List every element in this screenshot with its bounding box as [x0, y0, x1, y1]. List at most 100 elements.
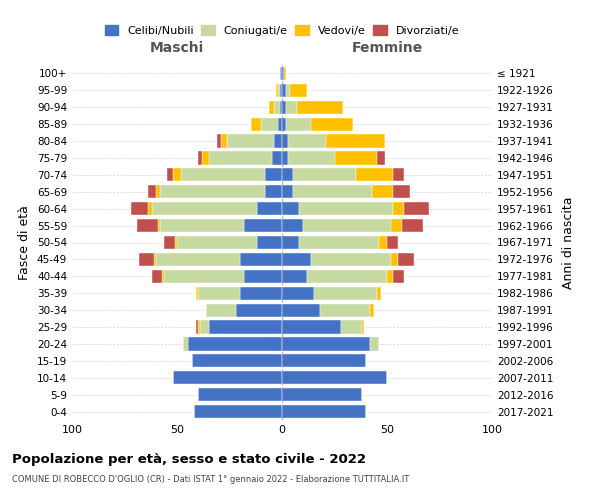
Bar [240, 286, 282, 300]
Bar [391, 219, 402, 232]
Y-axis label: Fasce di età: Fasce di età [19, 205, 31, 280]
Bar [377, 286, 381, 300]
Bar [286, 118, 311, 131]
Bar [163, 270, 164, 283]
Bar [282, 219, 303, 232]
Bar [289, 134, 326, 147]
Bar [244, 219, 282, 232]
Legend: Celibi/Nubili, Coniugati/e, Vedovi/e, Divorziati/e: Celibi/Nubili, Coniugati/e, Vedovi/e, Di… [100, 21, 464, 40]
Bar [394, 185, 410, 198]
Bar [131, 202, 148, 215]
Bar [282, 67, 284, 80]
Bar [265, 168, 282, 181]
Bar [372, 185, 394, 198]
Text: COMUNE DI ROBECCO D'OGLIO (CR) - Dati ISTAT 1° gennaio 2022 - Elaborazione TUTTI: COMUNE DI ROBECCO D'OGLIO (CR) - Dati IS… [12, 475, 409, 484]
Bar [314, 286, 377, 300]
Bar [198, 286, 240, 300]
Bar [221, 134, 227, 147]
Bar [341, 320, 362, 334]
Bar [158, 219, 160, 232]
Text: Femmine: Femmine [352, 41, 422, 55]
Bar [280, 100, 282, 114]
Bar [269, 100, 274, 114]
Bar [282, 168, 293, 181]
Bar [370, 338, 379, 350]
Text: Maschi: Maschi [150, 41, 204, 55]
Bar [299, 202, 394, 215]
Bar [379, 236, 387, 249]
Bar [293, 168, 355, 181]
Bar [152, 270, 162, 283]
Bar [282, 134, 289, 147]
Bar [284, 67, 286, 80]
Bar [355, 168, 394, 181]
Bar [173, 371, 282, 384]
Bar [244, 270, 282, 283]
Text: Popolazione per età, sesso e stato civile - 2022: Popolazione per età, sesso e stato civil… [12, 452, 366, 466]
Bar [175, 236, 177, 249]
Bar [282, 152, 289, 164]
Bar [377, 152, 385, 164]
Bar [198, 152, 202, 164]
Bar [196, 320, 198, 334]
Bar [152, 202, 257, 215]
Bar [156, 185, 160, 198]
Y-axis label: Anni di nascita: Anni di nascita [562, 196, 575, 289]
Bar [282, 338, 370, 350]
Bar [391, 253, 398, 266]
Bar [173, 168, 181, 181]
Bar [160, 219, 244, 232]
Bar [311, 118, 353, 131]
Bar [398, 253, 415, 266]
Bar [184, 338, 187, 350]
Bar [187, 338, 282, 350]
Bar [303, 219, 391, 232]
Bar [274, 134, 282, 147]
Bar [265, 185, 282, 198]
Bar [198, 388, 282, 401]
Bar [280, 67, 282, 80]
Bar [160, 185, 265, 198]
Bar [148, 185, 156, 198]
Bar [282, 100, 286, 114]
Bar [251, 118, 261, 131]
Bar [192, 354, 282, 368]
Bar [164, 270, 244, 283]
Bar [282, 185, 293, 198]
Bar [387, 236, 398, 249]
Bar [286, 84, 290, 97]
Bar [293, 185, 372, 198]
Bar [206, 304, 236, 316]
Bar [404, 202, 429, 215]
Bar [209, 152, 271, 164]
Bar [280, 84, 282, 97]
Bar [282, 236, 299, 249]
Bar [164, 236, 175, 249]
Bar [402, 219, 422, 232]
Bar [282, 354, 366, 368]
Bar [282, 270, 307, 283]
Bar [282, 118, 286, 131]
Bar [194, 405, 282, 418]
Bar [299, 236, 379, 249]
Bar [236, 304, 282, 316]
Bar [282, 202, 299, 215]
Bar [167, 168, 173, 181]
Bar [311, 253, 391, 266]
Bar [156, 253, 240, 266]
Bar [200, 320, 209, 334]
Bar [320, 304, 370, 316]
Bar [282, 388, 362, 401]
Bar [362, 320, 364, 334]
Bar [394, 270, 404, 283]
Bar [282, 405, 366, 418]
Bar [394, 168, 404, 181]
Bar [139, 253, 154, 266]
Bar [307, 270, 387, 283]
Bar [290, 84, 307, 97]
Bar [202, 152, 209, 164]
Bar [217, 134, 221, 147]
Bar [148, 202, 152, 215]
Bar [196, 286, 198, 300]
Bar [335, 152, 377, 164]
